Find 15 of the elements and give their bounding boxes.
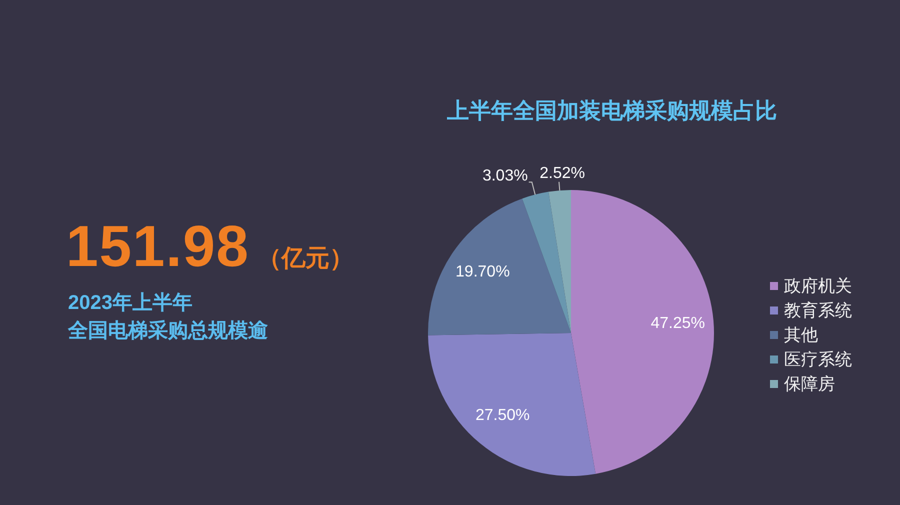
chart-title: 上半年全国加装电梯采购规模占比	[446, 98, 777, 123]
data-label: 47.25%	[650, 315, 705, 332]
data-label: 19.70%	[456, 264, 510, 281]
data-label: 3.03%	[482, 168, 528, 185]
legend-label: 政府机关	[784, 276, 852, 296]
text: 2023年上半年	[68, 292, 192, 314]
legend-label: 其他	[784, 326, 818, 344]
legend-label: 保障房	[784, 374, 835, 394]
text: 151.98	[66, 214, 250, 279]
legend-label: 医疗系统	[784, 350, 852, 369]
data-label: 2.52%	[540, 164, 586, 182]
text: 全国电梯采购总规模逾	[67, 319, 268, 342]
data-label: 27.50%	[476, 407, 530, 424]
text: （亿元）	[257, 245, 354, 272]
legend-label: 教育系统	[784, 301, 852, 320]
